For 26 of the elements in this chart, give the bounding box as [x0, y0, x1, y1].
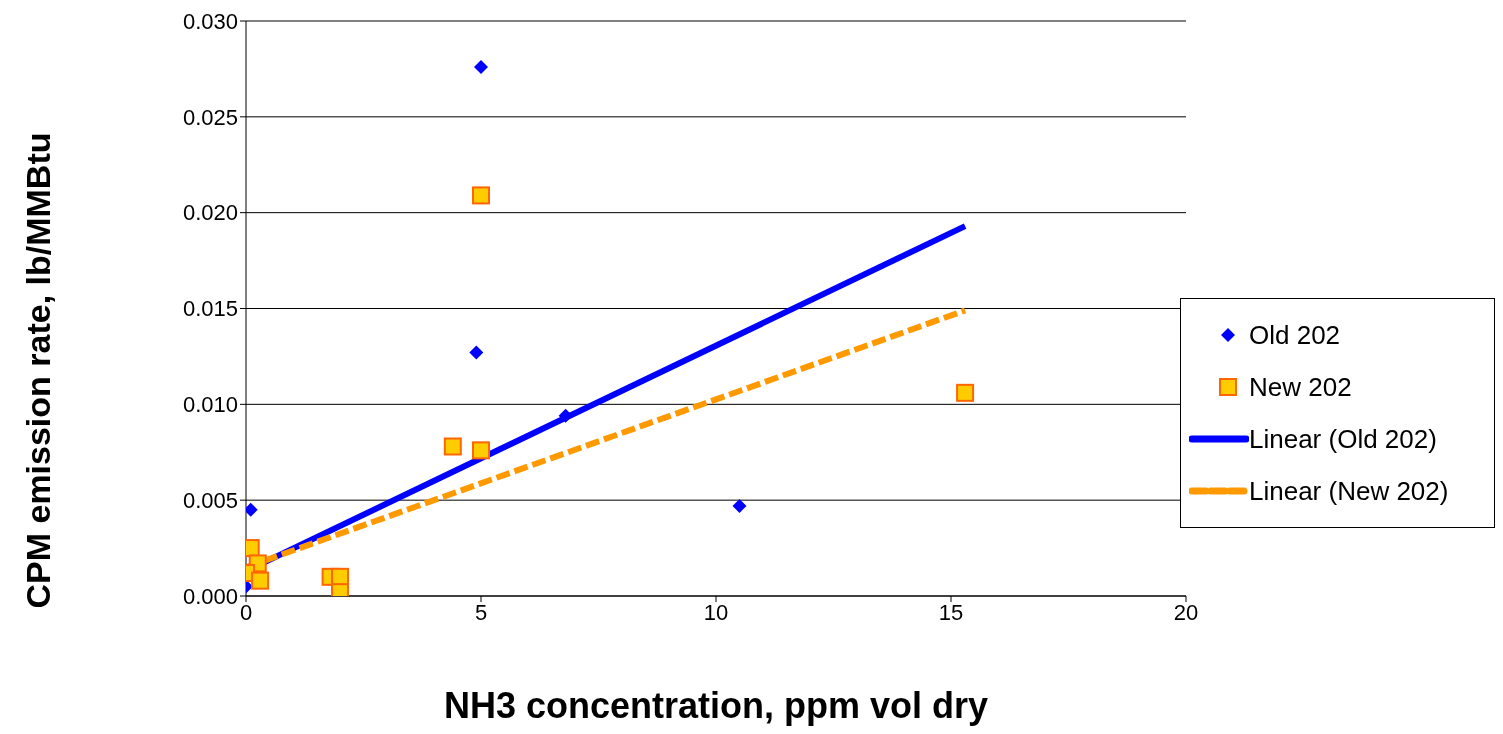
y-tick-label: 0.030: [182, 8, 238, 34]
y-tick-label: 0.015: [182, 296, 238, 322]
point: [472, 186, 490, 205]
y-tick-label: 0.025: [182, 104, 238, 130]
x-axis-title: NH3 concentration, ppm vol dry: [443, 685, 989, 726]
point: [956, 383, 975, 402]
x-tick-label: 15: [938, 599, 964, 625]
point: [474, 60, 488, 74]
point: [472, 441, 490, 460]
legend-label: Old 202: [1249, 319, 1341, 351]
y-tick-label: 0.010: [182, 392, 238, 418]
point: [469, 345, 484, 360]
y-axis-title: CPM emission rate, lb/MMBtu: [19, 132, 57, 609]
legend-label: Linear (Old 202): [1249, 423, 1437, 455]
legend-label: Linear (New 202): [1249, 475, 1449, 507]
y-tick-label: 0.000: [182, 583, 238, 609]
point: [732, 498, 747, 513]
legend-label: New 202: [1249, 371, 1352, 403]
y-tick-label: 0.020: [182, 200, 238, 226]
point: [443, 437, 462, 456]
point: [251, 571, 270, 590]
x-tick-label: 5: [474, 599, 488, 625]
x-tick-label: 0: [239, 599, 253, 625]
y-tick-label: 0.005: [182, 487, 238, 513]
x-tick-label: 20: [1173, 599, 1199, 625]
x-tick-label: 10: [703, 599, 729, 625]
